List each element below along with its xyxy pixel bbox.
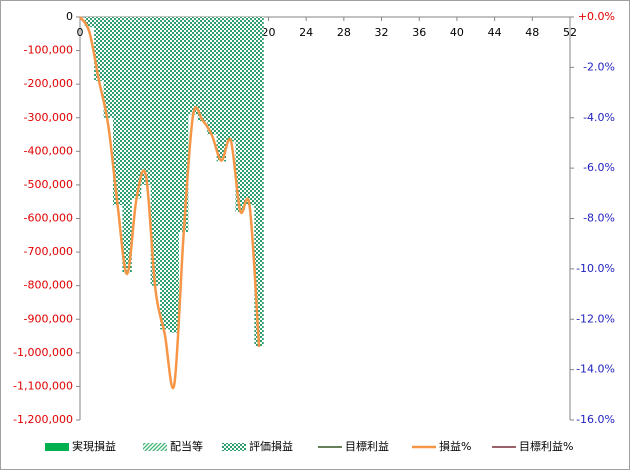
legend-label: 配当等	[170, 439, 203, 453]
y-tick-label: -1,000,000	[13, 346, 73, 359]
y2-tick-label: -12.0%	[576, 312, 615, 325]
y-tick-label: -900,000	[24, 312, 73, 325]
y2-tick-label: -14.0%	[576, 363, 615, 376]
bar	[216, 17, 227, 162]
bar	[169, 17, 179, 333]
bar	[207, 17, 217, 135]
legend-label: 損益%	[439, 439, 471, 453]
y-tick-label: -200,000	[24, 77, 73, 90]
y-tick-label: -600,000	[24, 212, 73, 225]
y2-tick-label: -10.0%	[576, 262, 615, 275]
bar	[150, 17, 161, 286]
bar	[188, 17, 198, 115]
x-tick-label: 24	[299, 26, 313, 39]
y-tick-label: 0	[66, 10, 73, 23]
y2-tick-label: +0.0%	[578, 10, 615, 23]
y-tick-label: -1,100,000	[13, 379, 73, 392]
bar	[244, 17, 255, 206]
bar	[197, 17, 208, 122]
bar	[235, 17, 245, 212]
y-tick-label: -1,200,000	[13, 413, 73, 426]
x-tick-label: 44	[488, 26, 502, 39]
y2-tick-label: -8.0%	[583, 212, 615, 225]
y2-tick-label: -6.0%	[583, 161, 615, 174]
x-tick-label: 20	[261, 26, 275, 39]
y-tick-label: -700,000	[24, 245, 73, 258]
y-tick-label: -100,000	[24, 44, 73, 57]
bar	[141, 17, 151, 185]
y2-tick-label: -2.0%	[583, 60, 615, 73]
x-tick-label: 52	[563, 26, 577, 39]
y-tick-label: -500,000	[24, 178, 73, 191]
bar	[103, 17, 113, 118]
bar	[178, 17, 189, 232]
y2-tick-label: -16.0%	[576, 413, 615, 426]
legend-label: 目標利益	[345, 439, 389, 453]
y-tick-label: -800,000	[24, 279, 73, 292]
bar	[226, 17, 236, 142]
bar	[122, 17, 132, 273]
y2-tick-label: -4.0%	[583, 111, 615, 124]
bar	[112, 17, 123, 206]
x-tick-label: 40	[450, 26, 464, 39]
y-tick-label: -300,000	[24, 111, 73, 124]
legend-swatch	[143, 443, 167, 451]
x-tick-label: 0	[77, 26, 84, 39]
bar	[94, 17, 104, 81]
legend-label: 実現損益	[72, 439, 116, 453]
bar	[254, 17, 264, 347]
legend-label: 評価損益	[249, 439, 293, 453]
bar	[84, 17, 95, 28]
legend-label: 目標利益%	[519, 439, 573, 453]
bar	[131, 17, 142, 199]
y-tick-label: -400,000	[24, 144, 73, 157]
legend-swatch	[222, 443, 246, 451]
bar	[160, 17, 170, 330]
x-tick-label: 48	[525, 26, 539, 39]
line	[78, 16, 261, 390]
x-tick-label: 28	[337, 26, 351, 39]
x-tick-label: 32	[375, 26, 389, 39]
x-tick-label: 36	[412, 26, 426, 39]
legend-swatch	[45, 443, 69, 451]
